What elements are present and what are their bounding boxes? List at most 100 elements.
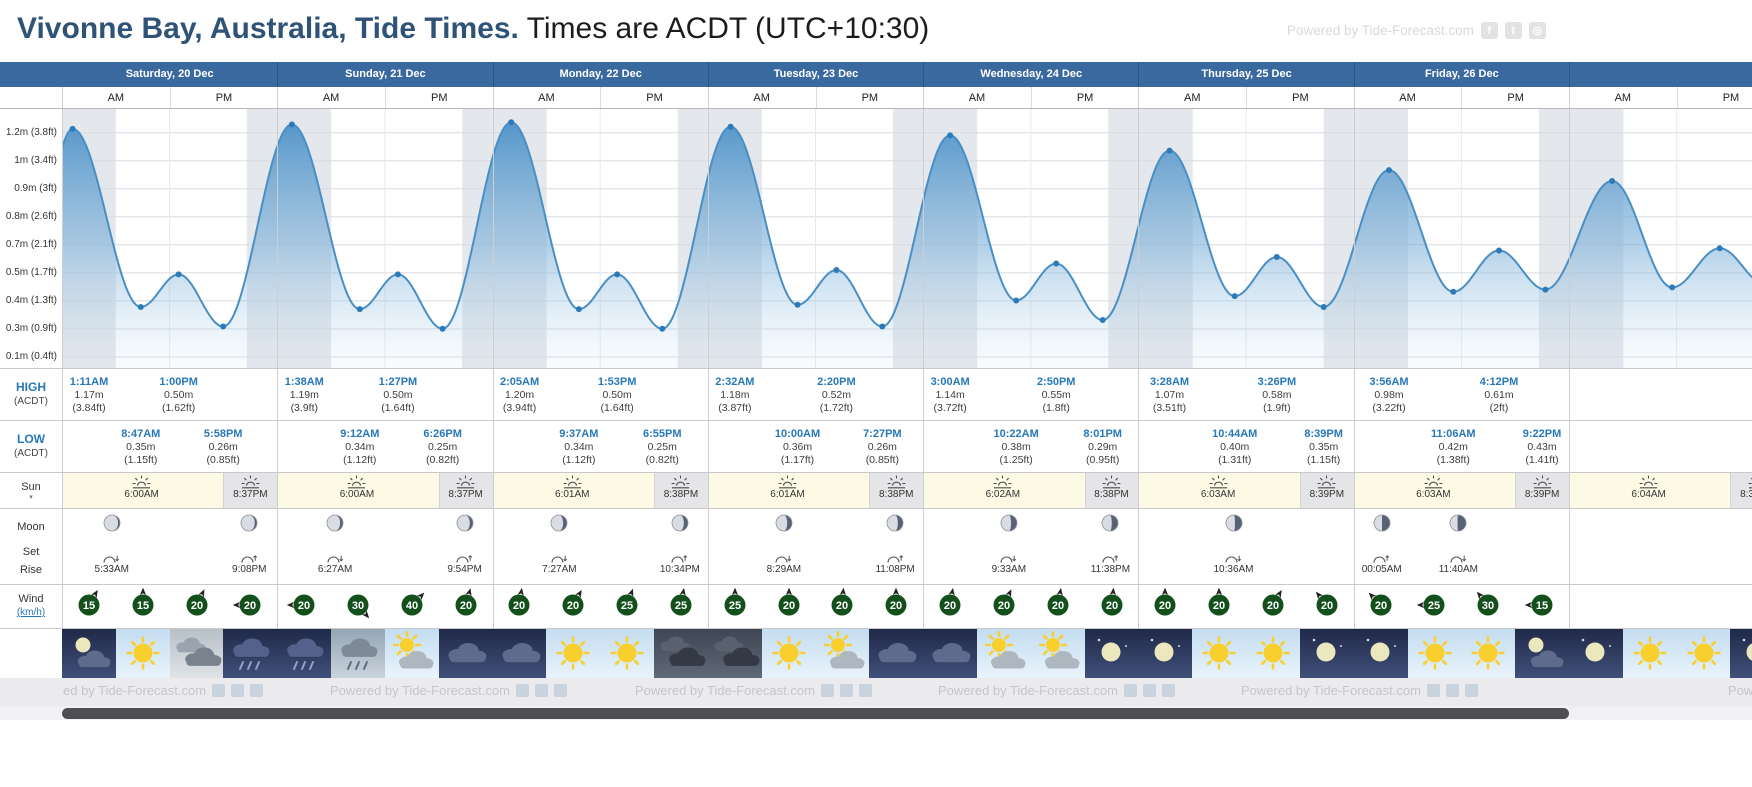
social-icon[interactable] — [1426, 684, 1440, 697]
row-divider — [0, 368, 1752, 369]
watermark-text[interactable]: ed by Tide-Forecast.com — [63, 683, 207, 698]
social-icon[interactable] — [1161, 684, 1175, 697]
sunrise-entry: 6:01AM — [753, 475, 823, 500]
y-axis-label: 0.9m (3ft) — [14, 182, 57, 194]
svg-text:20: 20 — [836, 600, 848, 612]
sunset-entry: 8:38PM — [1077, 475, 1147, 500]
wind-unit-link[interactable]: (km/h) — [16, 607, 46, 618]
moon-set-time: 8:29AM — [766, 564, 802, 575]
low-tide-entry: 9:12AM 0.34m (1.12ft) — [320, 427, 400, 467]
bottom-watermark[interactable]: ed by Tide-Forecast.com — [63, 683, 264, 698]
moon-rise-time: 00:05AM — [1361, 564, 1402, 575]
weather-tile-sunny — [1246, 628, 1301, 678]
tide-height-ft: (1.64ft) — [381, 402, 415, 414]
ampm-cell-pm: PM — [1030, 87, 1139, 109]
day-header — [1569, 62, 1752, 87]
moon-phase-icon — [865, 514, 925, 536]
social-icon[interactable] — [1445, 684, 1459, 697]
watermark-text[interactable]: Powered by Tide-Forecast.com — [1241, 683, 1421, 698]
tide-height-ft: (1.31ft) — [1218, 454, 1252, 466]
weather-tile-sunny — [1622, 628, 1678, 678]
weather-tile-clear-night — [1084, 628, 1139, 678]
tide-height-ft: (1.64ft) — [600, 402, 634, 414]
day-divider — [1569, 87, 1570, 628]
social-icon[interactable] — [515, 684, 529, 697]
tide-height-m: 0.26m — [208, 441, 238, 453]
tide-height-m: 1.20m — [504, 389, 535, 401]
high-tide-entry: 1:00PM 0.50m (1.62ft) — [139, 375, 219, 415]
high-tide-entry: 2:32AM 1.18m (3.87ft) — [695, 375, 775, 415]
low-tide-time: 10:00AM — [774, 428, 821, 440]
svg-text:20: 20 — [1159, 600, 1171, 612]
moon-set-icon — [1204, 550, 1264, 564]
bottom-watermark[interactable]: Powered by Tide-Forecast.com — [635, 683, 872, 698]
low-tide-entry: 8:01PM 0.29m (0.95ft) — [1063, 427, 1143, 467]
watermark-text[interactable]: Pow — [1728, 683, 1752, 698]
twitter-icon[interactable]: t — [1504, 22, 1522, 39]
moon-entry: 11:38PM — [1080, 514, 1140, 575]
tide-height-ft: (1.9ft) — [1263, 402, 1291, 414]
wind-badge: 30 — [1471, 588, 1505, 622]
tide-height-m: 0.35m — [1309, 441, 1339, 453]
ampm-cell-pm: PM — [169, 87, 278, 109]
svg-text:20: 20 — [244, 600, 256, 612]
social-icon[interactable] — [250, 684, 264, 697]
watermark-text[interactable]: Powered by Tide-Forecast.com — [635, 683, 815, 698]
svg-text:20: 20 — [190, 600, 202, 612]
sunset-icon — [1722, 475, 1752, 489]
day-divider — [1138, 87, 1140, 628]
page-title: Vivonne Bay, Australia, Tide Times. Time… — [17, 12, 929, 46]
sun-row-label: Sun ▾ — [0, 480, 62, 502]
sunset-time: 8:37PM — [448, 489, 483, 500]
svg-text:25: 25 — [1428, 600, 1440, 612]
tide-height-m: 0.52m — [821, 389, 852, 401]
social-icon[interactable] — [231, 684, 245, 697]
sunrise-time: 6:00AM — [339, 489, 375, 500]
social-icon[interactable] — [212, 684, 226, 697]
bottom-watermark[interactable]: Powered by Tide-Forecast.com — [1241, 683, 1478, 698]
tide-height-m: 1.19m — [289, 389, 319, 401]
bottom-watermark[interactable]: Powered by Tide-Forecast.com — [938, 683, 1175, 698]
weather-tile-cloudy-night — [923, 628, 978, 678]
high-tide-time: 4:12PM — [1479, 376, 1519, 388]
powered-by-watermark[interactable]: Powered by Tide-Forecast.com f t ◎ — [1287, 22, 1546, 39]
bottom-watermark-strip — [0, 678, 1752, 706]
wind-badge: 40 — [395, 588, 429, 622]
social-icon[interactable] — [820, 684, 834, 697]
low-tide-time: 10:22AM — [993, 428, 1039, 440]
sunrise-entry: 6:02AM — [968, 475, 1038, 500]
bottom-watermark[interactable]: Pow — [1728, 683, 1752, 698]
instagram-icon[interactable]: ◎ — [1528, 22, 1546, 39]
weather-tile-overcast-night — [654, 628, 709, 678]
svg-text:20: 20 — [460, 600, 472, 612]
weather-tile-partly-cloudy-day — [976, 628, 1032, 678]
social-icon[interactable] — [1142, 684, 1156, 697]
moon-set-icon — [529, 550, 589, 564]
ampm-cell-pm: PM — [1676, 87, 1752, 109]
moon-rise-time: 11:08PM — [875, 564, 915, 575]
social-icon[interactable] — [534, 684, 548, 697]
social-icon[interactable] — [1123, 684, 1137, 697]
low-tide-time: 7:27PM — [863, 428, 902, 440]
sunrise-entry: 6:03AM — [1398, 475, 1468, 500]
watermark-text[interactable]: Powered by Tide-Forecast.com — [938, 683, 1118, 698]
wind-badge: 30 — [341, 588, 375, 622]
powered-by-text[interactable]: Powered by Tide-Forecast.com — [1287, 23, 1474, 38]
wind-badge: 25 — [718, 587, 752, 622]
social-icon[interactable] — [553, 684, 567, 697]
sun-caret-icon[interactable]: ▾ — [29, 494, 33, 501]
tide-height-ft: (1.25ft) — [999, 454, 1033, 466]
bottom-watermark[interactable]: Powered by Tide-Forecast.com — [330, 683, 567, 698]
weather-tile-overcast-night — [707, 628, 763, 678]
social-icon[interactable] — [1464, 684, 1478, 697]
tide-height-ft: (1.12ft) — [343, 454, 377, 466]
scrollbar-thumb[interactable] — [62, 707, 1569, 719]
social-icon[interactable] — [839, 684, 853, 697]
chart-top-line — [0, 108, 1752, 109]
social-icon[interactable] — [858, 684, 872, 697]
weather-tile-sunny — [1461, 628, 1516, 678]
facebook-icon[interactable]: f — [1480, 22, 1498, 39]
sunrise-entry: 6:00AM — [107, 475, 177, 500]
watermark-text[interactable]: Powered by Tide-Forecast.com — [330, 683, 510, 698]
ampm-cell-am: AM — [753, 92, 770, 104]
